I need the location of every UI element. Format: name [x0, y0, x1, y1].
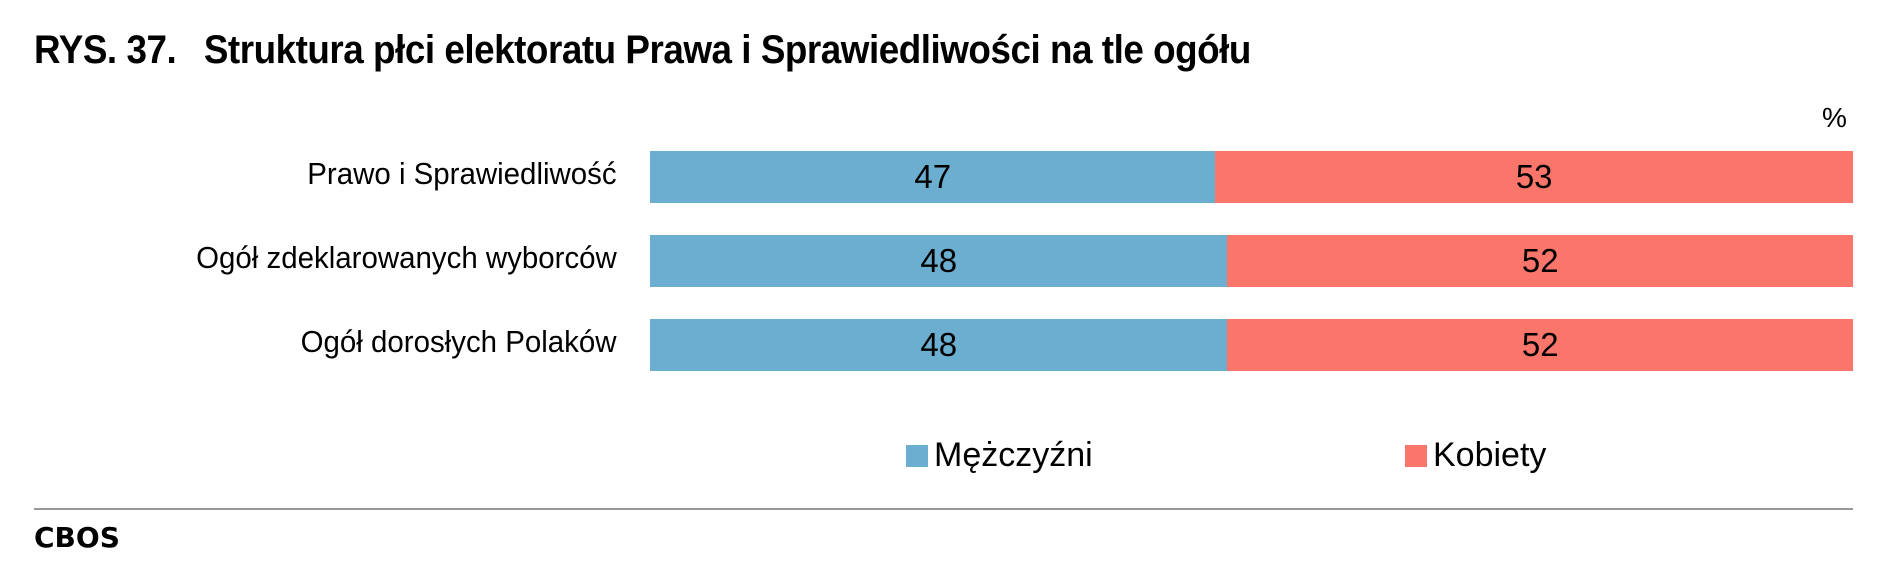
figure-number: RYS. 37.	[34, 28, 177, 72]
legend-item-men: Mężczyźni	[906, 436, 1093, 475]
value-label: 47	[914, 158, 952, 195]
bar-segment-men: 47	[650, 151, 1216, 203]
row-label-adult-poles: Ogół dorosłych Polaków	[301, 324, 617, 359]
bar-segment-women: 53	[1215, 151, 1853, 203]
legend-item-women: Kobiety	[1405, 436, 1546, 475]
bar-segment-men: 48	[650, 319, 1228, 371]
bar-segment-women: 52	[1227, 235, 1853, 287]
bar-segment-women: 52	[1227, 319, 1853, 371]
legend-swatch-men-icon	[906, 444, 928, 467]
bar-row-declared-voters: 48 52	[650, 235, 1853, 287]
row-label-declared-voters: Ogół zdeklarowanych wyborców	[196, 240, 617, 275]
legend-label-men: Mężczyźni	[934, 436, 1093, 474]
unit-label: %	[1822, 102, 1847, 133]
source-label: CBOS	[34, 521, 120, 554]
value-label: 53	[1515, 158, 1553, 195]
bar-row-adult-poles: 48 52	[650, 319, 1853, 371]
value-label: 48	[920, 326, 958, 363]
bar-segment-men: 48	[650, 235, 1228, 287]
row-label-pis: Prawo i Sprawiedliwość	[307, 156, 617, 191]
legend-label-women: Kobiety	[1433, 436, 1547, 474]
value-label: 48	[920, 242, 958, 279]
value-label: 52	[1521, 242, 1559, 279]
bar-row-pis: 47 53	[650, 151, 1853, 203]
value-label: 52	[1521, 326, 1559, 363]
legend-swatch-women-icon	[1405, 444, 1427, 467]
chart-title: RYS. 37. Struktura płci elektoratu Prawa …	[34, 28, 1251, 73]
footer-divider	[34, 508, 1853, 510]
figure-title: Struktura płci elektoratu Prawa i Sprawi…	[203, 28, 1252, 72]
